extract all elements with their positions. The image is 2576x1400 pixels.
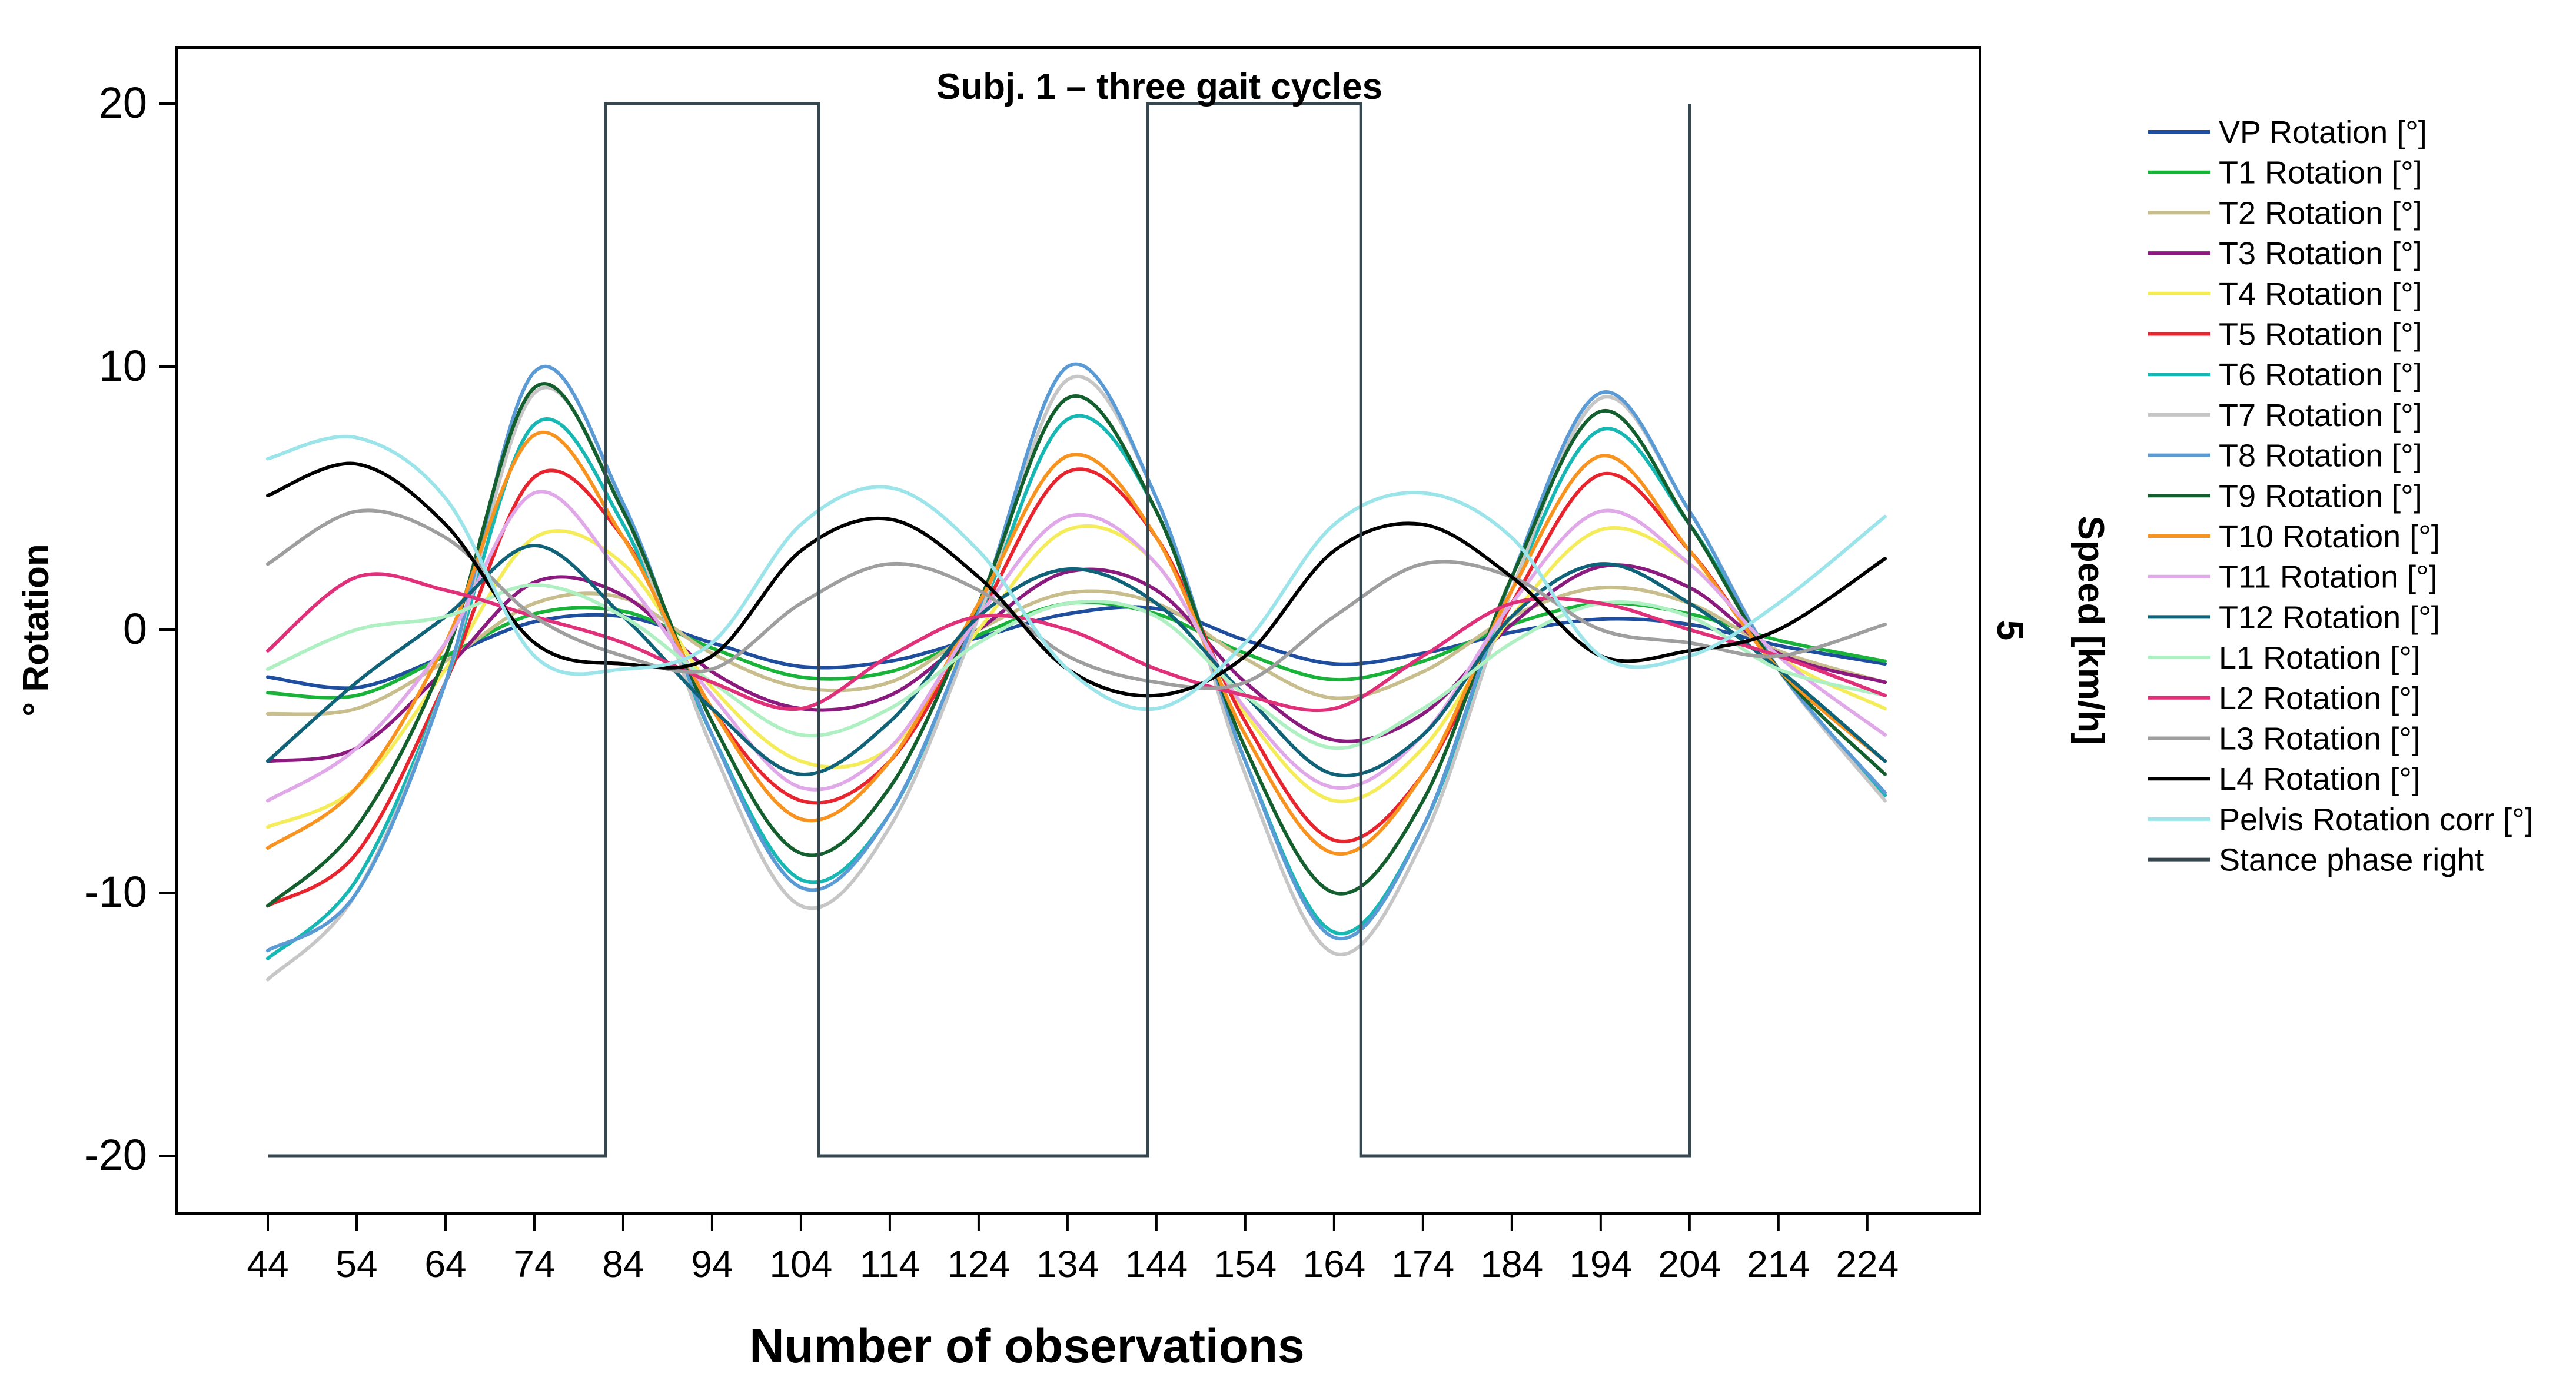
x-tick-label: 224 bbox=[1836, 1243, 1899, 1285]
legend-label: T2 Rotation [°] bbox=[2219, 195, 2422, 231]
legend-label: T4 Rotation [°] bbox=[2219, 277, 2422, 312]
series-line-7 bbox=[266, 414, 1887, 960]
y-tick-label: 0 bbox=[123, 604, 147, 653]
y-tick-label: 10 bbox=[99, 341, 147, 390]
legend-label: L1 Rotation [°] bbox=[2219, 640, 2421, 676]
legend-label: T6 Rotation [°] bbox=[2219, 357, 2422, 393]
x-tick-label: 134 bbox=[1036, 1243, 1099, 1285]
x-tick-label: 164 bbox=[1302, 1243, 1365, 1285]
x-tick-label: 114 bbox=[860, 1243, 920, 1285]
y-tick-label: -20 bbox=[84, 1130, 147, 1179]
legend-label: T5 Rotation [°] bbox=[2219, 317, 2422, 353]
x-tick-label: 104 bbox=[770, 1243, 833, 1285]
legend-label: T10 Rotation [°] bbox=[2219, 519, 2440, 554]
x-tick-label: 154 bbox=[1214, 1243, 1277, 1285]
legend-label: T8 Rotation [°] bbox=[2219, 438, 2422, 474]
y2-axis-title: Speed [km/h] bbox=[2070, 516, 2111, 744]
legend-label: T11 Rotation [°] bbox=[2219, 560, 2438, 595]
series-line-13 bbox=[266, 544, 1887, 777]
legend-label: L4 Rotation [°] bbox=[2219, 761, 2421, 797]
series-line-6 bbox=[266, 467, 1887, 908]
x-tick-label: 124 bbox=[948, 1243, 1011, 1285]
x-tick-label: 84 bbox=[602, 1243, 644, 1285]
x-tick-label: 94 bbox=[691, 1243, 733, 1285]
series-line-1 bbox=[266, 605, 1887, 690]
x-axis-title: Number of observations bbox=[749, 1319, 1304, 1373]
series-line-9 bbox=[266, 362, 1887, 953]
x-tick-label: 54 bbox=[335, 1243, 377, 1285]
x-tick-label: 214 bbox=[1747, 1243, 1810, 1285]
series-line-16 bbox=[266, 508, 1887, 690]
legend-label: VP Rotation [°] bbox=[2219, 115, 2427, 150]
series-group bbox=[266, 362, 1887, 982]
x-tick-label: 144 bbox=[1125, 1243, 1188, 1285]
legend-label: T7 Rotation [°] bbox=[2219, 398, 2422, 433]
stance-group bbox=[268, 102, 1691, 1158]
legend-label: L3 Rotation [°] bbox=[2219, 721, 2421, 757]
legend-label: T9 Rotation [°] bbox=[2219, 478, 2422, 514]
x-tick-label: 44 bbox=[247, 1243, 288, 1285]
x-tick-label: 184 bbox=[1480, 1243, 1543, 1285]
y-tick-label: -10 bbox=[84, 867, 147, 916]
y-axis-title: ° Rotation bbox=[16, 544, 56, 716]
series-line-5 bbox=[266, 524, 1887, 829]
legend: VP Rotation [°] T1 Rotation [°] T2 Rotatio… bbox=[2148, 115, 2534, 878]
y-tick-label: 20 bbox=[99, 78, 147, 127]
x-tick-label: 174 bbox=[1391, 1243, 1454, 1285]
series-line-10 bbox=[266, 382, 1887, 908]
series-line-11 bbox=[266, 430, 1887, 856]
series-line-18 bbox=[266, 434, 1887, 711]
chart-title: Subj. 1 – three gait cycles bbox=[936, 66, 1382, 107]
series-line-12 bbox=[266, 490, 1887, 803]
legend-label: Pelvis Rotation corr [°] bbox=[2219, 802, 2534, 837]
legend-label: Stance phase right bbox=[2219, 843, 2484, 878]
stance-phase-line bbox=[268, 102, 1691, 1158]
x-tick-label: 194 bbox=[1569, 1243, 1632, 1285]
y2-tick-label: 5 bbox=[1989, 620, 2030, 640]
series-line-8 bbox=[266, 374, 1887, 982]
series-line-3 bbox=[266, 585, 1887, 716]
x-tick-label: 74 bbox=[513, 1243, 555, 1285]
legend-label: L2 Rotation [°] bbox=[2219, 681, 2421, 716]
legend-label: T1 Rotation [°] bbox=[2219, 155, 2422, 191]
axes-group: 44 54 64 74 84 94 104 114 124 134 144 154 164 174 184 1… bbox=[84, 78, 1899, 1285]
x-tick-label: 64 bbox=[424, 1243, 466, 1285]
x-tick-label: 204 bbox=[1658, 1243, 1721, 1285]
legend-label: T12 Rotation [°] bbox=[2219, 600, 2440, 635]
legend-label: T3 Rotation [°] bbox=[2219, 236, 2422, 271]
